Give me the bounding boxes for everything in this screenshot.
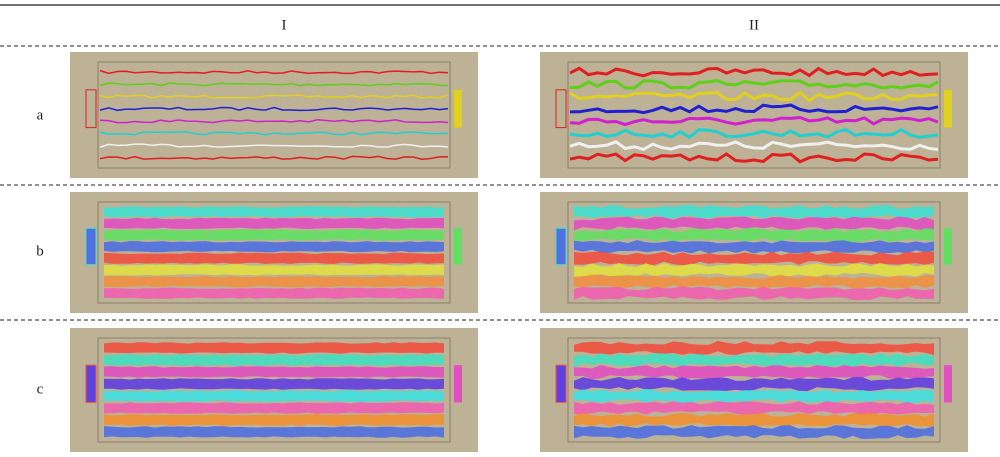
text-line-mask	[104, 206, 444, 218]
side-mark	[944, 228, 952, 265]
side-mark	[454, 365, 462, 403]
text-line-mask	[104, 287, 444, 299]
side-mark	[85, 89, 97, 129]
text-line-mask	[104, 426, 444, 438]
text-line-trace	[569, 152, 939, 164]
text-line-mask	[574, 388, 934, 403]
side-mark	[85, 364, 97, 403]
text-line-mask	[104, 217, 444, 230]
side-mark	[555, 364, 567, 403]
text-line-mask	[574, 274, 934, 289]
text-line-mask	[104, 275, 444, 288]
page-frame	[97, 61, 451, 169]
page-frame	[97, 201, 451, 304]
text-line-trace	[99, 69, 449, 75]
manuscript-image	[70, 52, 478, 178]
column-header: I	[282, 17, 287, 33]
page-frame	[567, 201, 941, 304]
text-line-trace	[569, 66, 939, 78]
text-line-trace	[99, 82, 449, 87]
text-line-trace	[99, 94, 449, 99]
text-line-trace	[99, 118, 449, 124]
text-line-trace	[569, 79, 939, 90]
text-line-mask	[104, 378, 444, 390]
text-line-trace	[99, 106, 449, 112]
text-line-mask	[574, 286, 934, 300]
text-line-trace	[569, 103, 939, 115]
row-label: c	[37, 381, 44, 397]
text-line-mask	[104, 229, 444, 241]
text-line-mask	[574, 365, 934, 380]
text-line-mask	[574, 216, 934, 231]
side-mark	[555, 89, 567, 129]
text-line-mask	[574, 228, 934, 242]
text-line-mask	[104, 252, 444, 264]
text-line-trace	[569, 90, 939, 103]
text-line-mask	[574, 263, 934, 277]
text-line-mask	[574, 425, 934, 439]
text-line-mask	[104, 342, 444, 354]
text-line-trace	[569, 140, 939, 152]
page-frame	[567, 61, 941, 169]
text-line-mask	[574, 204, 934, 219]
side-mark	[555, 227, 567, 266]
side-mark	[454, 228, 462, 265]
text-line-mask	[104, 390, 444, 402]
text-line-mask	[104, 241, 444, 253]
column-header: II	[749, 17, 759, 33]
side-mark	[85, 227, 97, 266]
text-line-mask	[574, 412, 934, 427]
text-line-mask	[104, 414, 444, 426]
text-line-mask	[574, 401, 934, 415]
page-frame	[567, 337, 941, 443]
text-line-trace	[99, 155, 449, 160]
row-label: a	[37, 107, 44, 123]
text-line-mask	[104, 402, 444, 414]
text-line-mask	[574, 377, 934, 391]
text-line-mask	[104, 354, 444, 366]
text-line-trace	[99, 143, 449, 148]
side-mark	[944, 89, 952, 128]
text-line-mask	[574, 353, 934, 367]
side-mark	[454, 89, 462, 128]
text-line-trace	[99, 131, 449, 136]
text-line-trace	[569, 115, 939, 127]
row-label: b	[36, 243, 44, 259]
text-line-mask	[104, 264, 444, 276]
text-line-mask	[574, 341, 934, 355]
text-line-mask	[104, 366, 444, 378]
text-line-mask	[574, 251, 934, 266]
text-line-trace	[569, 127, 939, 140]
text-line-mask	[574, 240, 934, 254]
side-mark	[944, 365, 952, 403]
page-frame	[97, 337, 451, 443]
